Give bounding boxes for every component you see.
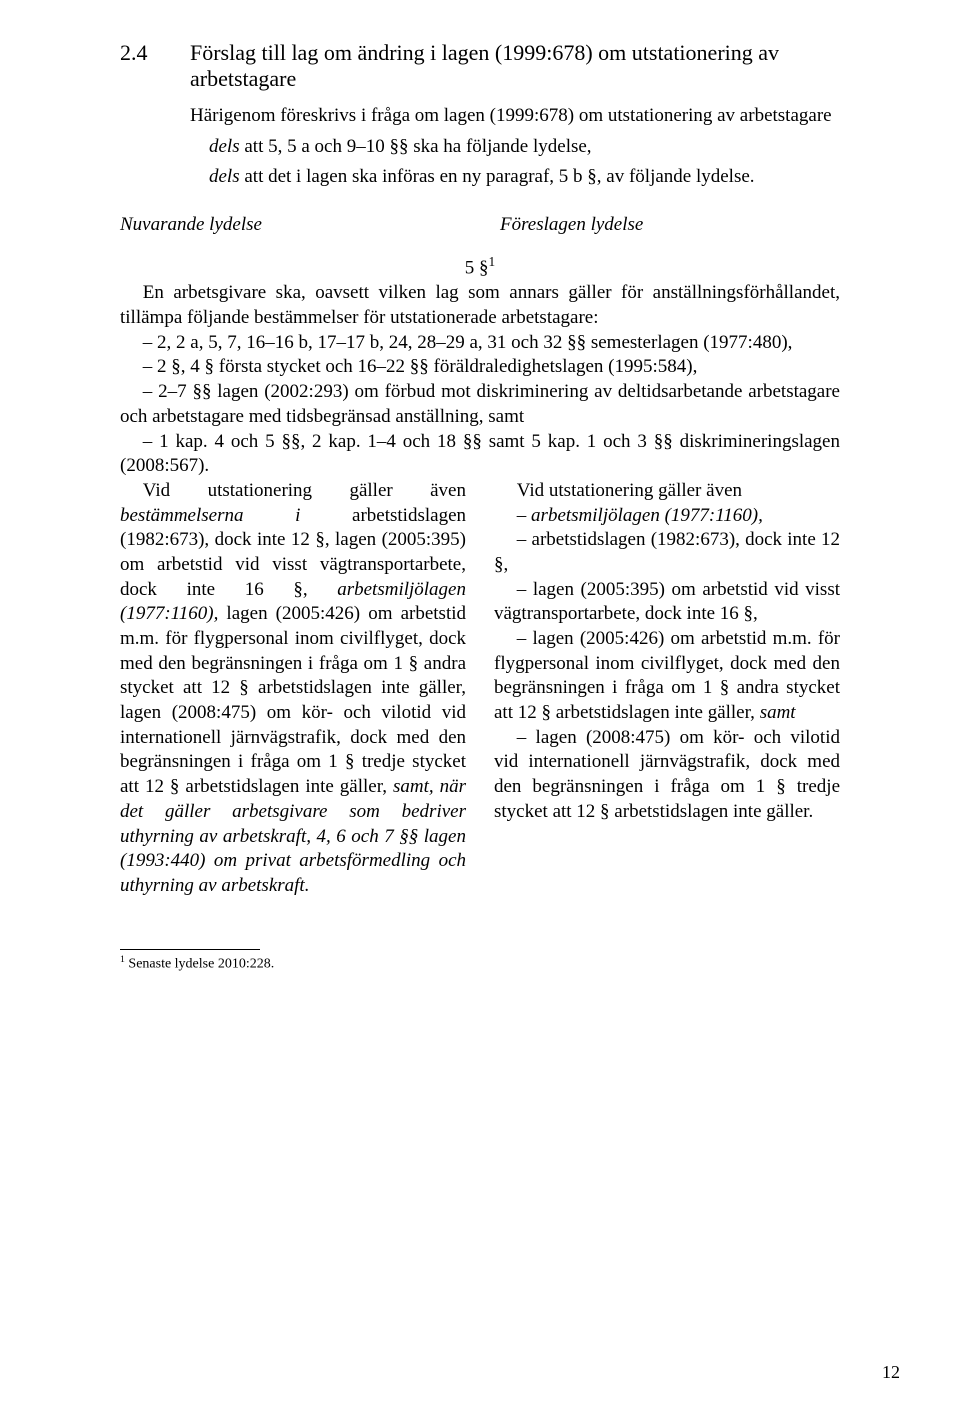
body-item-2: – 2 §, 4 § första stycket och 16–22 §§ f…: [120, 355, 840, 380]
right-line-5b: samt: [760, 702, 796, 723]
body-item-4: – 1 kap. 4 och 5 §§, 2 kap. 1–4 och 18 §…: [120, 430, 840, 479]
left-column: Vid utstationering gäller även bestämmel…: [120, 479, 480, 899]
paragraph-footnote-ref: 1: [489, 254, 496, 269]
full-width-body: En arbetsgivare ska, oavsett vilken lag …: [120, 281, 840, 479]
right-line-1: Vid utstationering gäller även: [494, 479, 840, 504]
intro-line-3: dels att det i lagen ska införas en ny p…: [190, 165, 840, 190]
right-line-2: – arbetsmiljölagen (1977:1160),: [494, 504, 840, 529]
paragraph-marker: 5 §1: [120, 254, 840, 279]
right-line-4: – lagen (2005:395) om arbetstid vid viss…: [494, 578, 840, 627]
intro-line-1: Härigenom föreskrivs i fråga om lagen (1…: [190, 104, 840, 129]
page-number: 12: [882, 1362, 900, 1383]
body-p1: En arbetsgivare ska, oavsett vilken lag …: [120, 281, 840, 330]
paragraph-section: 5 §: [465, 257, 489, 278]
right-line-6: – lagen (2008:475) om kör- och vilotid v…: [494, 726, 840, 825]
right-line-5: – lagen (2005:426) om arbetstid m.m. för…: [494, 627, 840, 726]
col-heading-right: Föreslagen lydelse: [480, 214, 840, 236]
footnote: 1 Senaste lydelse 2010:228.: [120, 954, 840, 973]
intro-dels-2: dels: [209, 166, 240, 187]
body-item-1: – 2, 2 a, 5, 7, 16–16 b, 17–17 b, 24, 28…: [120, 331, 840, 356]
left-seg-b: bestämmelserna i: [120, 505, 300, 526]
section-number: 2.4: [120, 40, 190, 92]
left-seg-e: lagen (2005:426) om arbetstid m.m. för f…: [120, 603, 466, 797]
col-heading-left: Nuvarande lydelse: [120, 214, 480, 236]
intro-dels-2-rest: att det i lagen ska införas en ny paragr…: [240, 166, 755, 187]
column-headings: Nuvarande lydelse Föreslagen lydelse: [120, 214, 840, 236]
body-item-3: – 2–7 §§ lagen (2002:293) om förbud mot …: [120, 380, 840, 429]
left-seg-a: Vid utstationering gäller även: [143, 480, 466, 501]
footnote-rule: [120, 949, 260, 950]
intro-dels-1: dels: [209, 136, 240, 157]
right-column: Vid utstationering gäller även – arbetsm…: [480, 479, 840, 899]
intro-dels-1-rest: att 5, 5 a och 9–10 §§ ska ha följande l…: [240, 136, 592, 157]
footnote-text: Senaste lydelse 2010:228.: [125, 956, 274, 971]
two-column-section: Vid utstationering gäller även bestämmel…: [120, 479, 840, 899]
section-heading: 2.4 Förslag till lag om ändring i lagen …: [120, 40, 840, 92]
right-line-3: – arbetstidslagen (1982:673), dock inte …: [494, 528, 840, 577]
intro-line-2: dels att 5, 5 a och 9–10 §§ ska ha följa…: [190, 135, 840, 160]
section-title: Förslag till lag om ändring i lagen (199…: [190, 40, 840, 92]
